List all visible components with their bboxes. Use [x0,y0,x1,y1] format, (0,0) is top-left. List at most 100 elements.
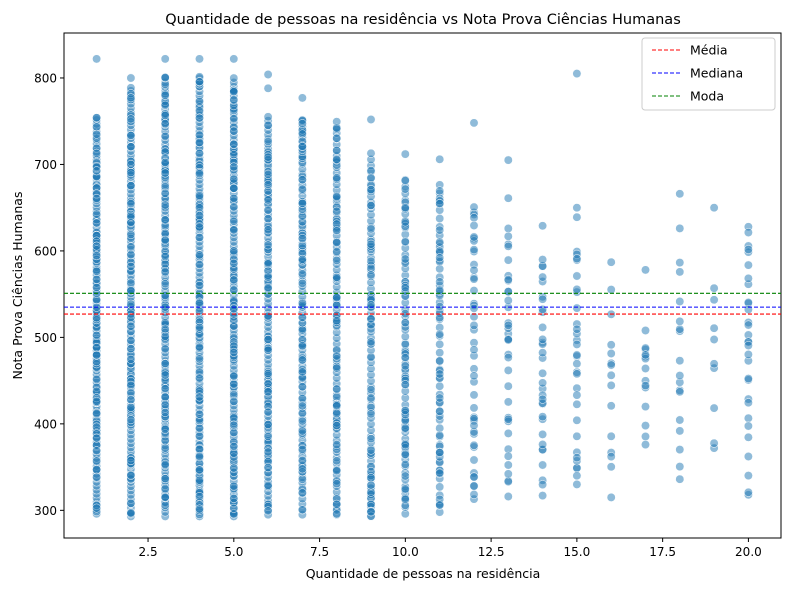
data-point [126,354,136,364]
data-point [297,93,307,103]
data-point [160,259,170,269]
data-point [195,431,204,441]
data-point [675,356,685,366]
data-point [263,225,273,235]
data-point [332,206,342,216]
legend: Média Mediana Moda [641,37,776,111]
data-point [126,93,136,103]
data-point [92,409,102,419]
data-point [435,356,445,366]
data-point [263,369,273,378]
data-point [435,393,445,403]
data-point [503,365,513,375]
data-point [400,440,410,450]
data-point [92,330,102,340]
data-point [743,273,753,283]
data-point [435,313,445,323]
data-point [92,129,102,139]
data-point [366,409,376,419]
data-point [160,443,170,453]
data-point [332,499,342,509]
data-point [229,481,239,491]
data-point [160,484,170,494]
data-point [641,381,650,391]
data-point [195,423,204,433]
data-point [160,267,170,277]
data-point [675,267,685,277]
data-point [229,150,239,160]
data-point [229,304,239,314]
data-point [297,444,307,454]
data-point [160,474,170,484]
data-point [160,424,170,434]
data-point [366,445,376,455]
data-point [503,353,513,362]
y-axis-label: Nota Prova Ciências Humanas [10,192,25,380]
data-point [400,254,410,264]
data-point [126,456,136,466]
data-point [195,77,204,87]
data-point [435,448,445,458]
data-point [126,230,136,240]
data-point [126,380,136,390]
data-point [538,412,548,422]
data-point [538,221,548,231]
data-point [366,434,376,444]
data-point [435,369,445,379]
data-point [503,255,513,265]
data-point [195,169,204,179]
data-point [606,360,616,370]
data-point [297,312,307,322]
data-point [538,334,548,344]
data-point [366,352,376,362]
data-point [195,409,204,419]
data-point [229,275,239,285]
data-point [469,245,479,255]
data-point [709,323,719,333]
x-tick-label: 17.5 [649,545,676,559]
data-point [297,142,307,152]
data-point [160,359,170,369]
data-point [400,318,410,328]
x-tick-label: 7.5 [310,545,329,559]
data-point [263,311,273,321]
data-point [332,173,342,183]
data-point [435,199,445,209]
data-point [229,193,239,203]
data-point [606,380,616,390]
data-point [195,392,204,402]
data-point [332,440,342,450]
data-point [297,184,307,194]
data-point [263,379,273,388]
data-point [297,464,307,474]
data-point [743,398,753,408]
data-point [229,347,239,357]
data-point [572,399,582,409]
data-point [332,351,342,361]
data-point [469,320,479,330]
data-point [572,390,582,400]
data-point [92,503,102,513]
data-point [229,73,239,83]
data-point [263,407,273,417]
data-point [160,90,170,100]
data-point [160,500,170,510]
data-point [229,246,239,256]
data-point [641,265,650,275]
data-point [126,159,136,169]
data-point [195,322,204,332]
data-point [572,284,582,294]
data-point [435,482,445,492]
data-point [297,505,307,515]
data-point [160,400,170,410]
data-point [606,349,616,358]
data-point [743,413,753,423]
data-point [195,342,204,352]
data-point [229,225,239,235]
data-point [195,250,204,260]
data-point [400,176,410,186]
data-point [297,426,307,436]
data-point [263,240,273,250]
data-point [160,188,170,198]
data-point [400,149,410,159]
